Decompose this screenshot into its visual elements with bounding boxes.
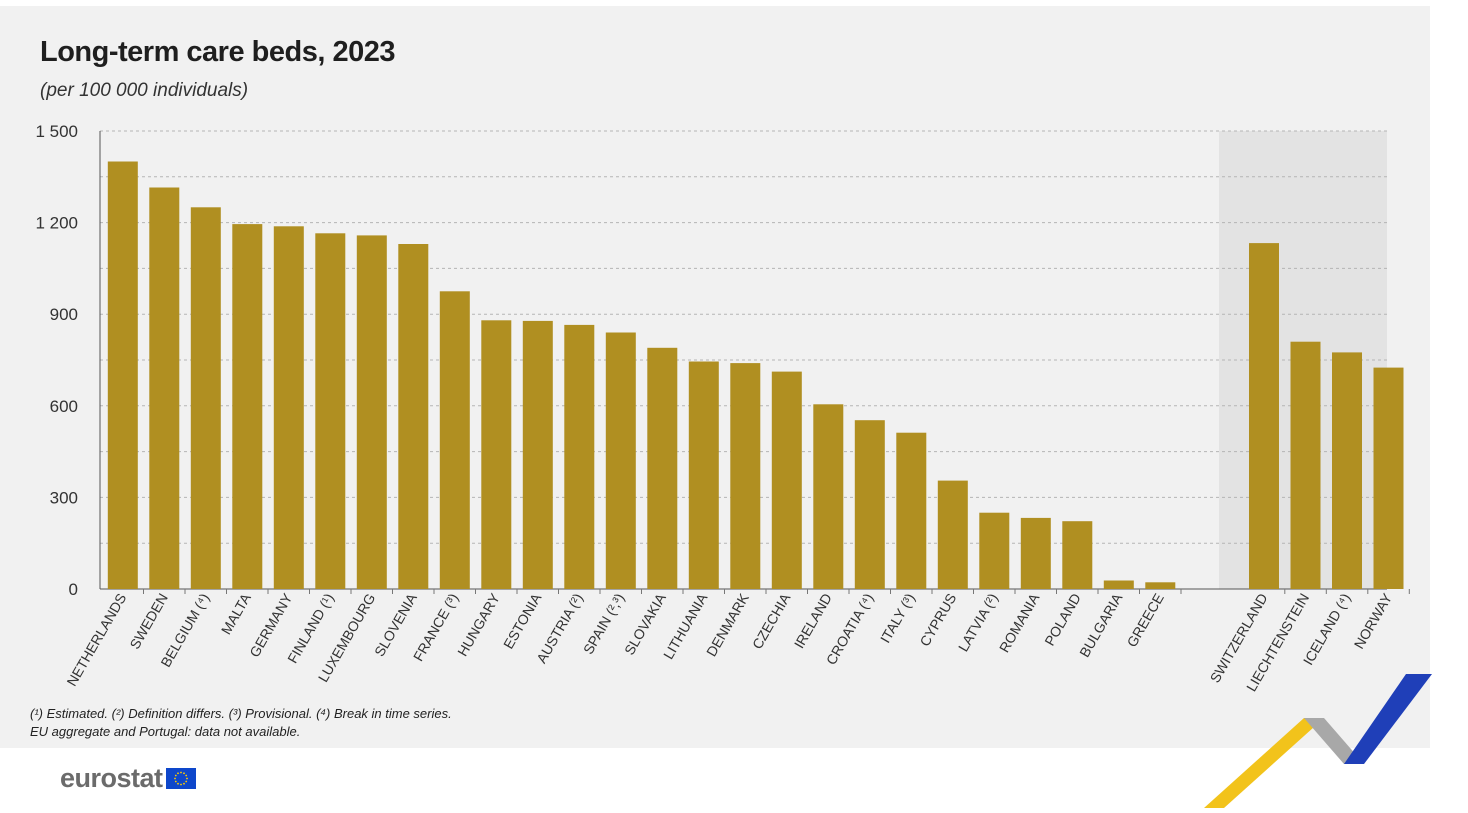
x-tick-label: NETHERLANDS bbox=[63, 591, 129, 689]
bar-france bbox=[439, 291, 470, 589]
chart-subtitle: (per 100 000 individuals) bbox=[40, 80, 249, 101]
flag-star bbox=[176, 782, 179, 785]
bar-austria bbox=[564, 324, 595, 589]
bar-hungary bbox=[481, 320, 512, 589]
bar-luxembourg bbox=[356, 235, 387, 589]
bar-iceland bbox=[1332, 352, 1362, 589]
x-tick-label: CYPRUS bbox=[916, 591, 959, 650]
bar-bulgaria bbox=[1103, 580, 1134, 589]
bar-slovenia bbox=[398, 244, 429, 589]
x-tick-label: ESTONIA bbox=[500, 590, 545, 652]
bar-lithuania bbox=[688, 361, 719, 589]
eurostat-logo: eurostat bbox=[60, 763, 196, 794]
bar-romania bbox=[1020, 517, 1051, 589]
flag-star bbox=[176, 772, 179, 775]
flag-star bbox=[182, 782, 185, 785]
bar-czechia bbox=[771, 371, 802, 589]
x-tick-label: NORWAY bbox=[1351, 590, 1396, 652]
bar-slovakia bbox=[647, 347, 678, 589]
x-tick-label: GREECE bbox=[1123, 591, 1166, 650]
bar-norway bbox=[1373, 367, 1404, 589]
flag-star bbox=[182, 772, 185, 775]
bar-denmark bbox=[730, 363, 761, 589]
deco-blue-stripe bbox=[1344, 674, 1432, 764]
deco-yellow-stripe bbox=[1204, 718, 1324, 808]
flag-star bbox=[173, 777, 176, 780]
bar-poland bbox=[1062, 521, 1093, 589]
flag-star bbox=[184, 780, 187, 783]
bar-switzerland bbox=[1249, 243, 1279, 589]
x-tick-label: CZECHIA bbox=[749, 590, 794, 652]
bar-greece bbox=[1145, 582, 1176, 589]
flag-star bbox=[179, 783, 182, 786]
x-tick-label: DENMARK bbox=[703, 590, 752, 659]
x-tick-label: SWEDEN bbox=[126, 591, 171, 652]
x-tick-label: SLOVAKIA bbox=[621, 590, 669, 658]
y-tick-label: 1 200 bbox=[35, 214, 78, 233]
y-tick-label: 1 500 bbox=[35, 122, 78, 141]
flag-star bbox=[174, 780, 177, 783]
bar-cyprus bbox=[937, 480, 968, 589]
bar-latvia bbox=[979, 512, 1010, 589]
bar-italy bbox=[896, 432, 927, 589]
deco-grey-stripe bbox=[1304, 718, 1364, 764]
bar-finland bbox=[315, 233, 346, 590]
x-tick-label: LATVIA (²) bbox=[955, 591, 1001, 655]
bar-liechtenstein bbox=[1290, 341, 1321, 589]
x-tick-label: HUNGARY bbox=[454, 590, 503, 659]
bar-sweden bbox=[149, 187, 180, 589]
y-tick-label: 900 bbox=[50, 305, 78, 324]
x-tick-label: MALTA bbox=[218, 590, 254, 637]
y-tick-label: 600 bbox=[50, 397, 78, 416]
bar-belgium bbox=[190, 207, 221, 590]
footnote-symbols: (¹) Estimated. (²) Definition differs. (… bbox=[30, 706, 452, 721]
bar-croatia bbox=[854, 420, 885, 589]
flag-star bbox=[174, 774, 177, 777]
eu-flag-icon bbox=[165, 768, 196, 789]
bar-ireland bbox=[813, 404, 844, 589]
y-tick-label: 300 bbox=[50, 488, 78, 507]
bar-malta bbox=[232, 224, 263, 589]
eurostat-decoration-graphic bbox=[1204, 674, 1432, 808]
flag-star bbox=[179, 771, 182, 774]
x-tick-label: BULGARIA bbox=[1076, 590, 1126, 660]
flag-star bbox=[184, 774, 187, 777]
logo-text: eurostat bbox=[60, 763, 163, 793]
x-tick-label: POLAND bbox=[1041, 591, 1084, 649]
x-tick-label: SPAIN (²,³) bbox=[580, 591, 628, 657]
chart-title: Long-term care beds, 2023 bbox=[40, 36, 395, 68]
bar-germany bbox=[273, 226, 304, 590]
x-tick-label: IRELAND bbox=[791, 591, 835, 652]
y-tick-label: 0 bbox=[69, 580, 78, 599]
flag-star bbox=[185, 777, 188, 780]
bar-estonia bbox=[522, 320, 553, 589]
bar-spain bbox=[605, 332, 636, 589]
bar-netherlands bbox=[107, 161, 138, 589]
x-tick-label: ITALY (³) bbox=[877, 591, 918, 646]
x-tick-label: ROMANIA bbox=[996, 590, 1043, 655]
footnote-missing-data: EU aggregate and Portugal: data not avai… bbox=[30, 724, 301, 739]
